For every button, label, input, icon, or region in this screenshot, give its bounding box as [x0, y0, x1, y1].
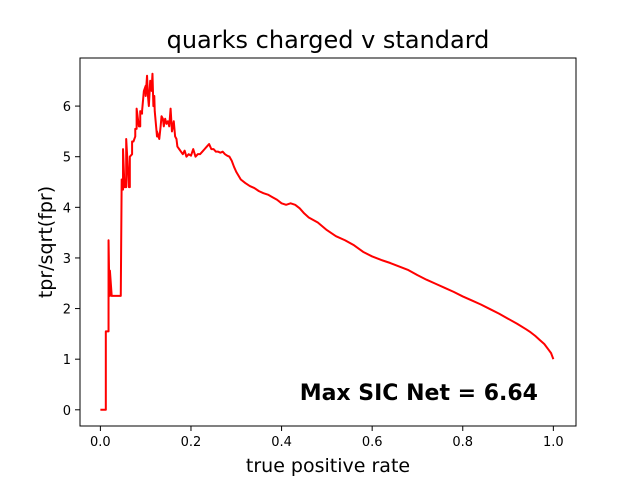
y-axis-label: tpr/sqrt(fpr) [35, 186, 57, 298]
y-tick-label: 6 [63, 100, 71, 115]
y-axis: 0 1 2 3 4 5 6 [63, 100, 80, 419]
x-tick-label: 1.0 [543, 435, 564, 450]
x-axis-label: true positive rate [246, 455, 410, 477]
x-tick-label: 0.6 [362, 435, 383, 450]
chart-title: quarks charged v standard [167, 26, 490, 54]
x-tick-label: 0.8 [452, 435, 473, 450]
axes-frame [79, 57, 577, 427]
y-tick-label: 1 [63, 353, 71, 368]
x-tick-label: 0.0 [90, 435, 111, 450]
series-line [100, 72, 555, 411]
x-tick-label: 0.4 [271, 435, 292, 450]
x-tick-label: 0.2 [181, 435, 202, 450]
x-axis: 0.0 0.2 0.4 0.6 0.8 1.0 [90, 426, 564, 450]
y-tick-label: 2 [63, 303, 71, 318]
y-tick-label: 5 [63, 151, 71, 166]
max-sic-annotation: Max SIC Net = 6.64 [300, 381, 538, 406]
y-tick-label: 0 [63, 404, 71, 419]
y-tick-label: 3 [63, 252, 71, 267]
y-tick-label: 4 [63, 201, 71, 216]
plot-area: Max SIC Net = 6.64 [79, 57, 577, 427]
